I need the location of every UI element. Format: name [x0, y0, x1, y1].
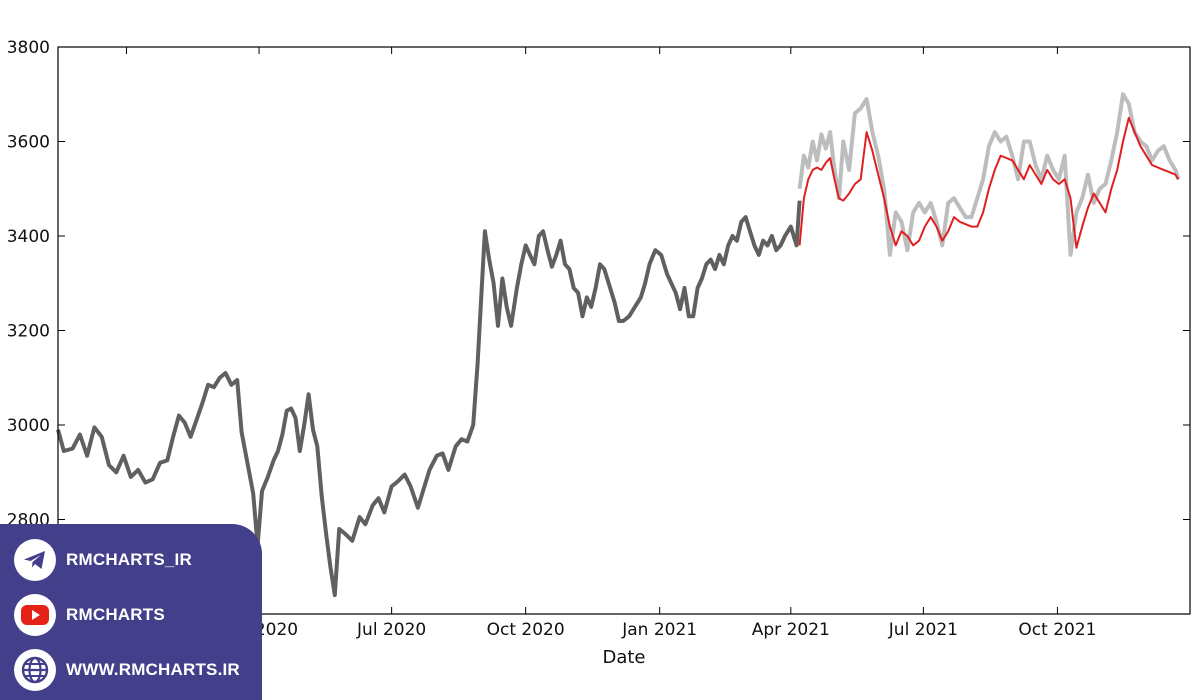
social-links-panel: RMCHARTS_IR RMCHARTS WWW.RMCHARTS.IR: [0, 524, 262, 700]
x-tick-label: Oct 2020: [487, 620, 565, 640]
y-tick-label: 3200: [7, 322, 50, 342]
x-tick-label: Jul 2020: [356, 620, 426, 640]
x-tick-label: Jul 2021: [888, 620, 958, 640]
social-row-youtube[interactable]: RMCHARTS: [14, 592, 165, 638]
website-url: WWW.RMCHARTS.IR: [66, 660, 240, 679]
x-axis-title: Date: [602, 647, 645, 668]
y-tick-label: 3600: [7, 133, 50, 153]
telegram-icon: [14, 539, 56, 581]
globe-icon: [14, 649, 56, 691]
x-tick-label: Apr 2021: [752, 620, 830, 640]
social-row-telegram[interactable]: RMCHARTS_IR: [14, 537, 192, 583]
series-line-2: [798, 116, 1180, 249]
series-line-1: [797, 92, 1181, 257]
y-tick-label: 3400: [7, 227, 50, 247]
youtube-handle: RMCHARTS: [66, 605, 165, 624]
social-row-website[interactable]: WWW.RMCHARTS.IR: [14, 647, 240, 693]
series-layer: [56, 92, 1181, 598]
y-tick-label: 3800: [7, 38, 50, 58]
y-tick-label: 3000: [7, 416, 50, 436]
telegram-handle: RMCHARTS_IR: [66, 550, 192, 569]
youtube-icon: [14, 594, 56, 636]
series-line-0: [56, 200, 802, 598]
x-tick-label: Jan 2021: [621, 620, 697, 640]
x-tick-label: Oct 2021: [1018, 620, 1096, 640]
